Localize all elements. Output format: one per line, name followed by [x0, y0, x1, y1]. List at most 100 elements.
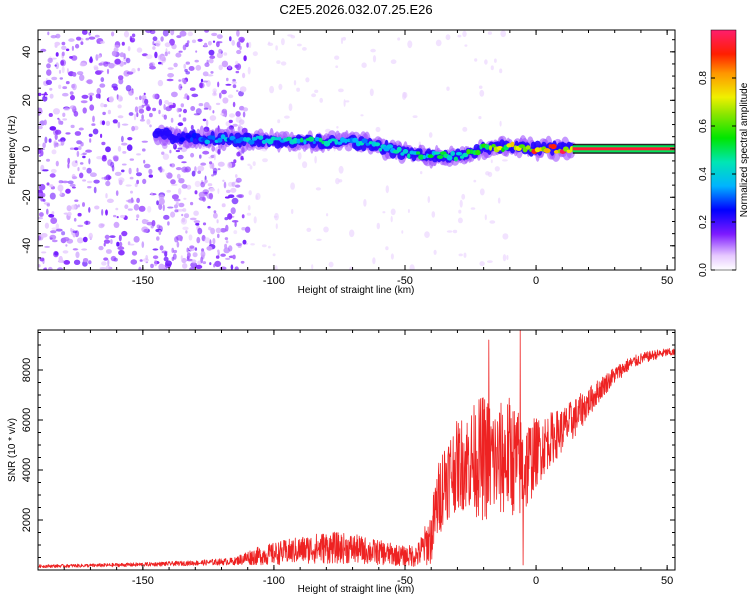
noise-speckle	[69, 183, 76, 187]
noise-speckle	[227, 213, 233, 220]
noise-speckle	[59, 189, 62, 196]
noise-speckle	[105, 265, 111, 270]
ridge-core	[251, 137, 258, 141]
noise-speckle	[46, 158, 50, 162]
noise-speckle	[198, 82, 205, 89]
noise-speckle	[204, 42, 208, 47]
noise-speckle	[152, 41, 155, 46]
noise-speckle	[302, 47, 307, 51]
noise-speckle	[53, 108, 60, 115]
noise-speckle	[71, 45, 74, 51]
noise-speckle	[108, 96, 114, 103]
noise-speckle	[130, 190, 133, 194]
noise-speckle	[188, 66, 195, 71]
noise-speckle	[407, 209, 410, 213]
noise-speckle	[92, 115, 95, 123]
x-tick-label: 50	[661, 275, 673, 287]
noise-speckle	[349, 266, 353, 270]
noise-speckle	[107, 175, 112, 180]
noise-speckle	[370, 48, 376, 53]
noise-speckle	[185, 71, 190, 75]
noise-speckle	[220, 113, 224, 116]
noise-speckle	[268, 245, 271, 249]
noise-speckle	[49, 237, 53, 240]
noise-speckle	[134, 183, 138, 188]
noise-speckle	[73, 259, 81, 265]
noise-speckle	[182, 44, 187, 51]
noise-speckle	[65, 48, 70, 52]
noise-speckle	[181, 257, 187, 264]
x-tick-label: -100	[263, 275, 285, 287]
noise-speckle	[80, 100, 88, 104]
noise-speckle	[197, 165, 205, 172]
noise-speckle	[223, 181, 227, 189]
noise-speckle	[97, 54, 101, 59]
noise-speckle	[91, 123, 96, 126]
noise-speckle	[220, 253, 226, 257]
ridge-core	[386, 144, 394, 149]
noise-speckle	[103, 104, 108, 108]
noise-speckle	[105, 193, 108, 199]
noise-speckle	[478, 116, 482, 120]
noise-speckle	[182, 117, 187, 122]
noise-speckle	[186, 40, 190, 44]
noise-speckle	[115, 190, 119, 197]
noise-speckle	[125, 184, 132, 187]
ridge-core	[475, 149, 481, 156]
noise-speckle	[58, 69, 62, 74]
noise-speckle	[138, 266, 142, 270]
noise-speckle	[121, 135, 124, 143]
noise-speckle	[177, 122, 184, 127]
x-tick-label: -50	[397, 575, 413, 587]
noise-speckle	[208, 49, 215, 56]
noise-speckle	[65, 244, 68, 247]
noise-speckle	[218, 48, 223, 54]
noise-speckle	[61, 41, 66, 46]
noise-speckle	[88, 133, 93, 137]
noise-speckle	[178, 114, 182, 118]
noise-speckle	[239, 86, 247, 93]
noise-speckle	[59, 77, 63, 80]
colorbar-label: Normalized spectral amplitude	[739, 82, 750, 217]
noise-speckle	[200, 78, 204, 83]
noise-speckle	[38, 235, 42, 241]
noise-speckle	[163, 114, 167, 120]
noise-speckle	[185, 61, 190, 65]
noise-speckle	[296, 87, 300, 92]
noise-speckle	[224, 243, 228, 249]
x-tick-label: 50	[661, 575, 673, 587]
noise-speckle	[50, 217, 58, 224]
noise-speckle	[250, 243, 255, 246]
noise-speckle	[73, 248, 78, 251]
noise-speckle	[506, 255, 509, 260]
noise-speckle	[217, 168, 221, 171]
noise-speckle	[220, 228, 227, 233]
noise-speckle	[60, 59, 67, 67]
spectrogram-ridge	[152, 124, 675, 169]
noise-speckle	[335, 65, 339, 68]
noise-speckle	[216, 219, 219, 224]
noise-speckle	[105, 249, 112, 254]
noise-speckle	[345, 100, 350, 103]
ridge-core	[248, 139, 255, 145]
noise-speckle	[143, 159, 146, 164]
noise-speckle	[164, 51, 168, 57]
noise-speckle	[93, 179, 100, 184]
noise-speckle	[225, 240, 229, 244]
noise-speckle	[100, 133, 103, 138]
noise-speckle	[167, 206, 174, 209]
noise-speckle	[114, 171, 122, 176]
ridge-core	[422, 155, 426, 159]
ridge-core	[190, 137, 194, 143]
noise-speckle	[163, 267, 167, 270]
ridge-core	[204, 139, 211, 145]
noise-speckle	[44, 94, 48, 98]
noise-speckle	[315, 187, 321, 191]
noise-speckle	[146, 106, 151, 112]
noise-speckle	[117, 145, 122, 152]
noise-speckle	[101, 261, 107, 266]
noise-speckle	[198, 103, 204, 107]
noise-speckle	[131, 125, 136, 132]
noise-speckle	[142, 178, 147, 185]
noise-speckle	[319, 97, 324, 103]
